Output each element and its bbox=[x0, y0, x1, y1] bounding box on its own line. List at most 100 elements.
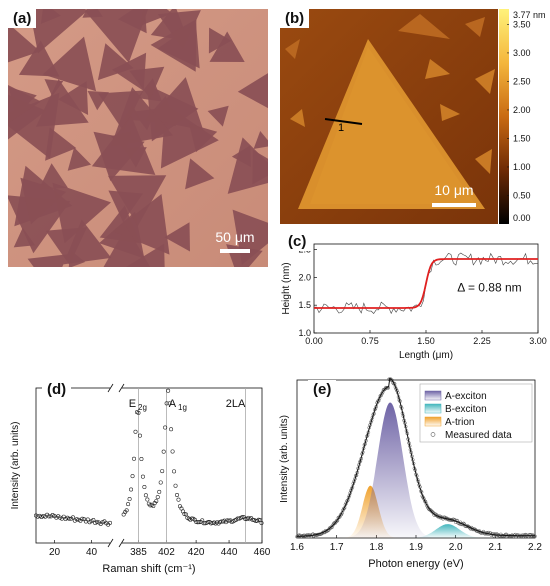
axis-break-gap bbox=[110, 384, 122, 392]
flake bbox=[35, 79, 89, 127]
panel-label-b: (b) bbox=[280, 9, 310, 28]
y-tick-label-c: 2.0 bbox=[298, 272, 311, 282]
raman-point bbox=[155, 495, 160, 500]
raman-point bbox=[167, 401, 172, 406]
raman-chart: 20 40 385 402 420 440 460 Raman shift (cm⁻¹) Int… bbox=[10, 383, 271, 575]
flake bbox=[209, 31, 245, 62]
raman-point bbox=[259, 520, 264, 525]
flake bbox=[253, 131, 273, 149]
raman-point bbox=[256, 517, 261, 522]
measured-point bbox=[425, 504, 429, 508]
x-axis-label-c: Length (μm) bbox=[399, 350, 453, 361]
raman-point bbox=[121, 512, 126, 517]
measured-point bbox=[422, 497, 426, 501]
raman-point bbox=[195, 520, 200, 525]
raman-point bbox=[124, 508, 129, 513]
x-tick-label-c: 0.75 bbox=[361, 336, 379, 346]
colorbar-tick-label: 3.00 bbox=[513, 48, 531, 58]
raman-point bbox=[172, 469, 177, 474]
raman-point bbox=[163, 425, 168, 430]
flake bbox=[252, 149, 283, 185]
x-tick-label-e: 1.9 bbox=[409, 542, 423, 553]
flake bbox=[113, 194, 170, 255]
flake bbox=[0, 16, 41, 66]
panel-d: 20 40 385 402 420 440 460 Raman shift (cm⁻¹) Int… bbox=[0, 370, 271, 581]
raman-point bbox=[74, 517, 79, 522]
pl-chart: 1.6 1.7 1.8 1.9 2.0 2.1 2.2 Photon energy (eV) I… bbox=[279, 377, 542, 570]
legend-swatch bbox=[424, 403, 442, 414]
measured-point bbox=[522, 533, 526, 537]
flake bbox=[185, 158, 215, 190]
legend-label: A-exciton bbox=[445, 391, 487, 402]
raman-point bbox=[132, 456, 137, 461]
colorbar-max: 3.77 nm bbox=[513, 10, 546, 20]
flake bbox=[67, 147, 92, 171]
y-tick-label-c: 1.5 bbox=[298, 300, 311, 310]
x-tick-label-e: 2.0 bbox=[449, 542, 463, 553]
plot-frame-d bbox=[35, 387, 263, 544]
axis-break-mark bbox=[118, 538, 125, 548]
fit-profile bbox=[314, 258, 538, 309]
measured-point bbox=[430, 510, 435, 514]
raman-point bbox=[160, 469, 165, 474]
colorbar-tick-label: 0.00 bbox=[513, 213, 531, 223]
optical-micrograph: 50 μm bbox=[0, 0, 286, 295]
x-tick-label-c: 1.50 bbox=[417, 336, 435, 346]
flake bbox=[20, 177, 67, 225]
colorbar-tick-label: 3.50 bbox=[513, 19, 531, 29]
scale-bar-label-b: 10 μm bbox=[434, 182, 473, 198]
raman-point bbox=[173, 483, 178, 488]
y-axis-label-d: Intensity (arb. units) bbox=[10, 422, 21, 510]
x-tick-label-e: 1.8 bbox=[369, 542, 383, 553]
y-axis-label-e: Intensity (arb. units) bbox=[279, 415, 290, 503]
x-tick-label-e: 2.2 bbox=[528, 542, 542, 553]
raman-point bbox=[133, 429, 138, 434]
y-axis-label-c: Height (nm) bbox=[281, 262, 292, 314]
measured-point bbox=[380, 390, 385, 394]
scale-bar-b bbox=[432, 203, 476, 207]
flake bbox=[237, 70, 273, 111]
measured-point bbox=[470, 526, 475, 531]
peak-label-a1g-sub: 1g bbox=[178, 403, 187, 412]
raman-point bbox=[67, 516, 72, 521]
colorbar-tick-label: 2.50 bbox=[513, 76, 531, 86]
peak-label-e2g: E bbox=[129, 398, 136, 410]
flake bbox=[164, 222, 190, 252]
raman-point bbox=[140, 474, 145, 479]
raman-point bbox=[164, 401, 169, 406]
panel-b: 1 10 μm 3.77 nm 3.50 3.00 2.50 2.00 1.50 1.00… bbox=[280, 9, 550, 225]
axis-break-gap bbox=[110, 539, 122, 547]
x-tick-label-c: 0.00 bbox=[305, 336, 323, 346]
raman-point bbox=[142, 485, 147, 490]
x-tick-label-d: 40 bbox=[86, 547, 98, 558]
x-tick-label-d: 460 bbox=[254, 547, 270, 558]
x-tick-label-e: 1.6 bbox=[290, 542, 304, 553]
flake bbox=[18, 40, 60, 77]
x-tick-label-d: 402 bbox=[158, 547, 175, 558]
peak-label-a1g: A bbox=[169, 398, 177, 410]
flake bbox=[91, 115, 156, 175]
raman-point bbox=[129, 487, 134, 492]
raman-point bbox=[176, 497, 181, 502]
flake bbox=[108, 175, 167, 226]
raman-point bbox=[166, 388, 171, 393]
colorbar bbox=[499, 9, 509, 224]
measured-point bbox=[492, 532, 497, 536]
x-axis-label-d: Raman shift (cm⁻¹) bbox=[102, 563, 195, 575]
measured-point bbox=[390, 378, 394, 383]
step-annotation: Δ = 0.88 nm bbox=[457, 280, 521, 294]
axis-break-mark bbox=[107, 538, 114, 548]
legend-label: B-exciton bbox=[445, 404, 487, 415]
measured-point bbox=[337, 515, 341, 520]
panel-label-a: (a) bbox=[8, 9, 37, 28]
raman-point bbox=[143, 493, 148, 498]
raman-point bbox=[137, 433, 142, 438]
raman-point bbox=[136, 410, 141, 415]
y-tick-label-c: 1.0 bbox=[298, 328, 311, 338]
profile-line bbox=[324, 118, 363, 125]
panel-e: 1.6 1.7 1.8 1.9 2.0 2.1 2.2 Photon energy (eV) I… bbox=[275, 370, 550, 581]
raman-point bbox=[235, 516, 240, 521]
flake bbox=[207, 105, 229, 127]
raman-point bbox=[145, 497, 150, 502]
measured-point bbox=[460, 522, 464, 526]
